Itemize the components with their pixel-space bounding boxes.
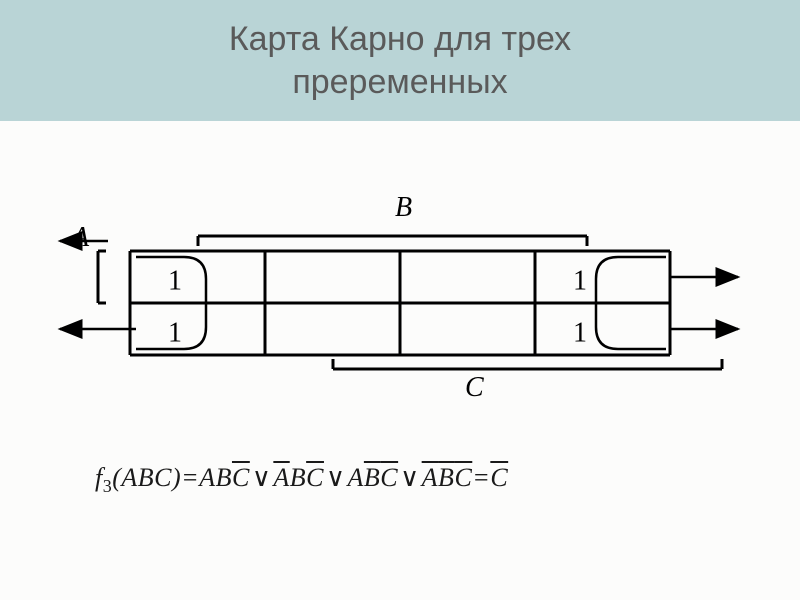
svg-text:1: 1: [168, 317, 182, 348]
svg-text:1: 1: [573, 317, 587, 348]
svg-text:1: 1: [168, 265, 182, 296]
title-line2: преременных: [292, 63, 507, 101]
title-banner: Карта Карно для трех преременных: [0, 0, 800, 121]
svg-text:C: C: [465, 372, 484, 403]
svg-text:1: 1: [573, 265, 587, 296]
svg-text:A: A: [70, 222, 90, 253]
svg-text:B: B: [395, 192, 412, 223]
title-line1: Карта Карно для трех: [229, 20, 571, 58]
kmap-diagram: 1 1 1 1 A B C: [0, 181, 800, 451]
kmap-svg: 1 1 1 1 A B C: [0, 181, 800, 421]
formula: f3(ABC)=ABC∨ABC∨ABC∨ABC=C: [95, 463, 800, 497]
page-title: Карта Карно для трех преременных: [0, 18, 800, 103]
